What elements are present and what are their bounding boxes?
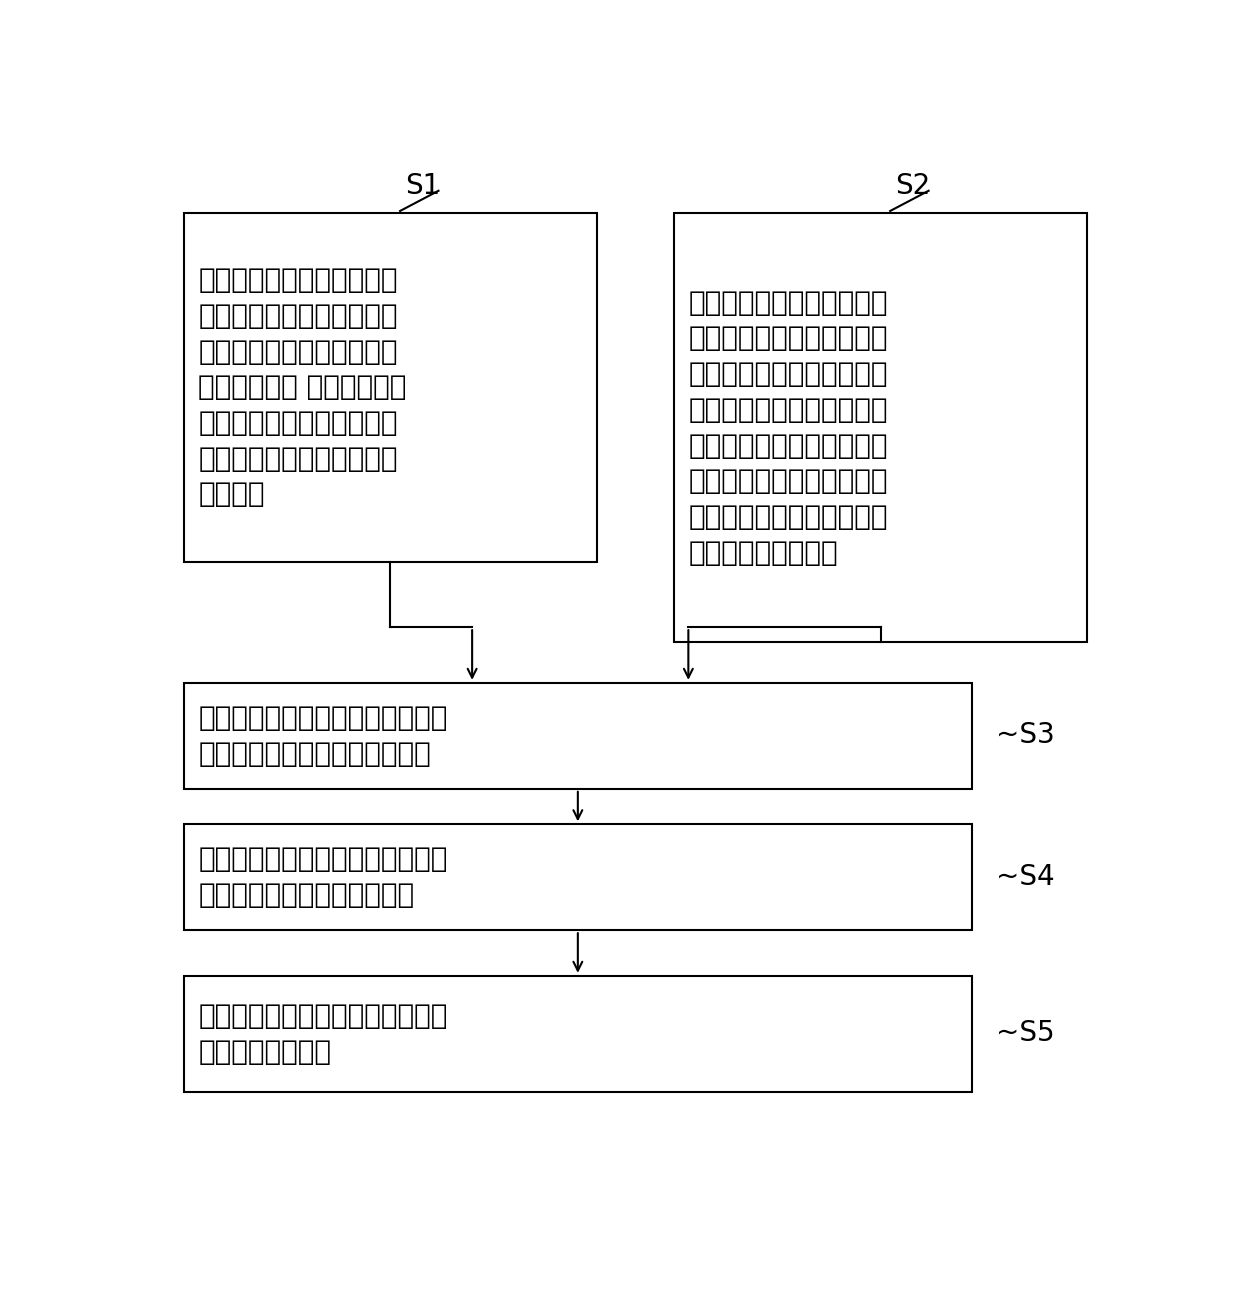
Bar bbox=[184, 682, 972, 789]
Text: 在第一表面及第二表面的图案化非
电镀金属层上形成一电镀金属层: 在第一表面及第二表面的图案化非 电镀金属层上形成一电镀金属层 bbox=[198, 705, 448, 768]
Bar bbox=[184, 824, 972, 930]
Text: 将第一板体的第一表面与第二板体
的第二表面相贴合: 将第一板体的第一表面与第二板体 的第二表面相贴合 bbox=[198, 1002, 448, 1065]
Bar bbox=[184, 213, 596, 562]
Bar bbox=[184, 976, 972, 1092]
Text: ~S5: ~S5 bbox=[996, 1019, 1054, 1047]
Text: 在第二板体的一与第一表面
相向的第二表面形成沿一与
第一方向交错的第二方向排
列的一第二触控电极结构，
该第二触控电极结构包含一
图案化活性金属区及一重叠
于该: 在第二板体的一与第一表面 相向的第二表面形成沿一与 第一方向交错的第二方向排 列… bbox=[688, 289, 888, 567]
Text: S2: S2 bbox=[895, 172, 930, 199]
Text: 在第一板体的第一表面形成
沿一第一方向排列的一第一
触控电极结构，该第一触控
电极结构包含 一图案化活性
金属区及一重叠于该图案化
活性金属区上的图案化非电
镀: 在第一板体的第一表面形成 沿一第一方向排列的一第一 触控电极结构，该第一触控 电… bbox=[198, 266, 407, 508]
Text: 在第一触控电极结构及第二触控电
极结构其中之一覆盖一绝缘层: 在第一触控电极结构及第二触控电 极结构其中之一覆盖一绝缘层 bbox=[198, 845, 448, 909]
Text: ~S4: ~S4 bbox=[996, 863, 1054, 891]
Text: S1: S1 bbox=[404, 172, 440, 199]
Bar bbox=[675, 213, 1087, 643]
Text: ~S3: ~S3 bbox=[996, 722, 1055, 749]
